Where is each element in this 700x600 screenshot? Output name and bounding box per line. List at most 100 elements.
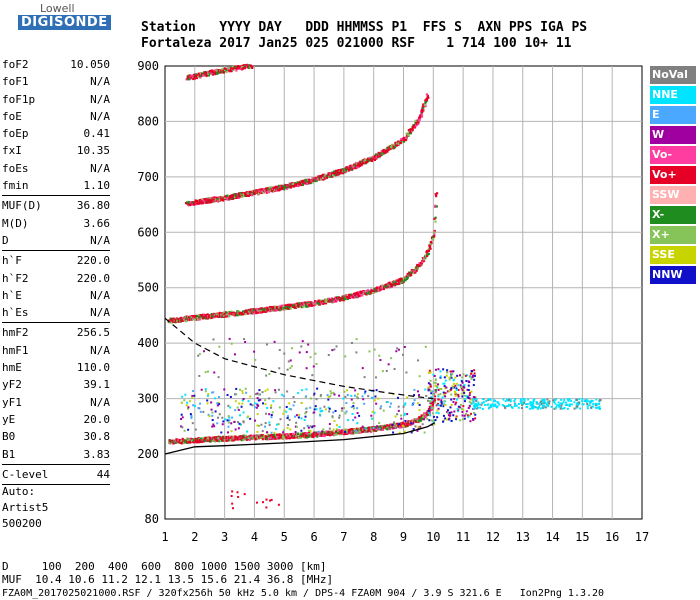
echo-point — [278, 406, 281, 409]
echo-point — [334, 174, 337, 177]
echo-point — [222, 67, 225, 70]
echo-point — [181, 401, 184, 404]
param-row: M(D) 3.66 — [2, 215, 110, 232]
panel-separator — [2, 322, 110, 324]
echo-point — [189, 437, 192, 440]
echo-point — [288, 306, 291, 309]
echo-point — [421, 260, 424, 264]
echo-point — [291, 182, 295, 186]
echo-point — [270, 435, 273, 438]
echo-point — [313, 302, 316, 305]
echo-point — [195, 199, 199, 203]
echo-point — [268, 435, 271, 438]
echo-point — [237, 196, 240, 199]
param-name: foEp — [2, 127, 29, 141]
echo-point — [416, 418, 420, 421]
echo-point — [187, 428, 190, 431]
y-tick-label: 800 — [137, 114, 159, 128]
echo-point — [325, 300, 328, 303]
echo-point — [304, 182, 307, 185]
echo-point — [230, 430, 233, 433]
echo-point — [187, 406, 190, 409]
echo-point — [459, 419, 462, 422]
echo-point — [412, 428, 415, 431]
echo-point — [445, 374, 448, 377]
param-name: fmin — [2, 179, 29, 193]
echo-point — [431, 398, 434, 401]
echo-point — [209, 437, 213, 441]
echo-point — [300, 401, 303, 404]
echo-point — [240, 312, 243, 315]
echo-point — [505, 398, 508, 401]
echo-point — [240, 195, 244, 199]
echo-point — [286, 187, 289, 190]
echo-point — [281, 304, 284, 307]
echo-point — [187, 441, 190, 444]
echo-point — [193, 73, 196, 76]
echo-point — [308, 429, 311, 432]
echo-point — [228, 337, 231, 340]
echo-point — [379, 359, 382, 362]
echo-point — [237, 495, 240, 498]
echo-point — [387, 363, 390, 366]
echo-point — [218, 440, 221, 443]
echo-point — [404, 136, 407, 139]
echo-point — [594, 402, 597, 405]
param-row: foF1 N/A — [2, 73, 110, 90]
echo-point — [332, 173, 335, 177]
echo-point — [590, 406, 593, 409]
echo-point — [384, 285, 387, 289]
echo-point — [451, 370, 454, 373]
echo-point — [434, 389, 437, 392]
echo-point — [487, 407, 490, 410]
echo-point — [311, 181, 314, 184]
x-tick-label: 1 — [161, 530, 168, 544]
echo-point — [227, 67, 230, 70]
echo-point — [467, 396, 470, 399]
echo-point — [348, 431, 351, 434]
echo-point — [366, 428, 369, 432]
echo-point — [429, 243, 433, 246]
echo-point — [383, 424, 387, 427]
echo-point — [178, 439, 182, 442]
echo-point — [392, 426, 395, 429]
echo-point — [227, 425, 230, 428]
echo-point — [250, 65, 253, 68]
echo-point — [183, 399, 186, 402]
echo-point — [239, 67, 242, 71]
echo-point — [463, 400, 466, 403]
echo-point — [361, 367, 364, 370]
echo-point — [190, 201, 193, 204]
echo-point — [433, 419, 436, 422]
echo-point — [313, 425, 316, 428]
legend-item: W — [650, 126, 696, 144]
echo-point — [345, 166, 348, 169]
echo-point — [241, 64, 244, 67]
echo-point — [319, 174, 322, 178]
echo-point — [482, 398, 485, 401]
echo-point — [253, 311, 257, 314]
echo-point — [361, 425, 364, 428]
echo-point — [235, 314, 239, 317]
echo-point — [406, 413, 409, 416]
param-name: foF1p — [2, 92, 36, 106]
echo-point — [352, 419, 355, 422]
echo-point — [575, 398, 578, 401]
echo-point — [187, 407, 190, 410]
echo-point — [440, 404, 443, 407]
echo-point — [521, 402, 524, 405]
echo-point — [309, 406, 312, 409]
echo-point — [193, 77, 196, 80]
echo-point — [585, 400, 588, 403]
echo-point — [379, 428, 383, 431]
echo-point — [225, 68, 228, 72]
echo-point — [236, 437, 240, 440]
echo-point — [355, 427, 358, 430]
echo-point — [285, 435, 288, 438]
echo-point — [318, 303, 321, 306]
echo-point — [194, 437, 197, 441]
echo-point — [180, 413, 183, 416]
echo-point — [216, 422, 219, 425]
echo-point — [246, 194, 249, 197]
echo-point — [395, 424, 399, 427]
